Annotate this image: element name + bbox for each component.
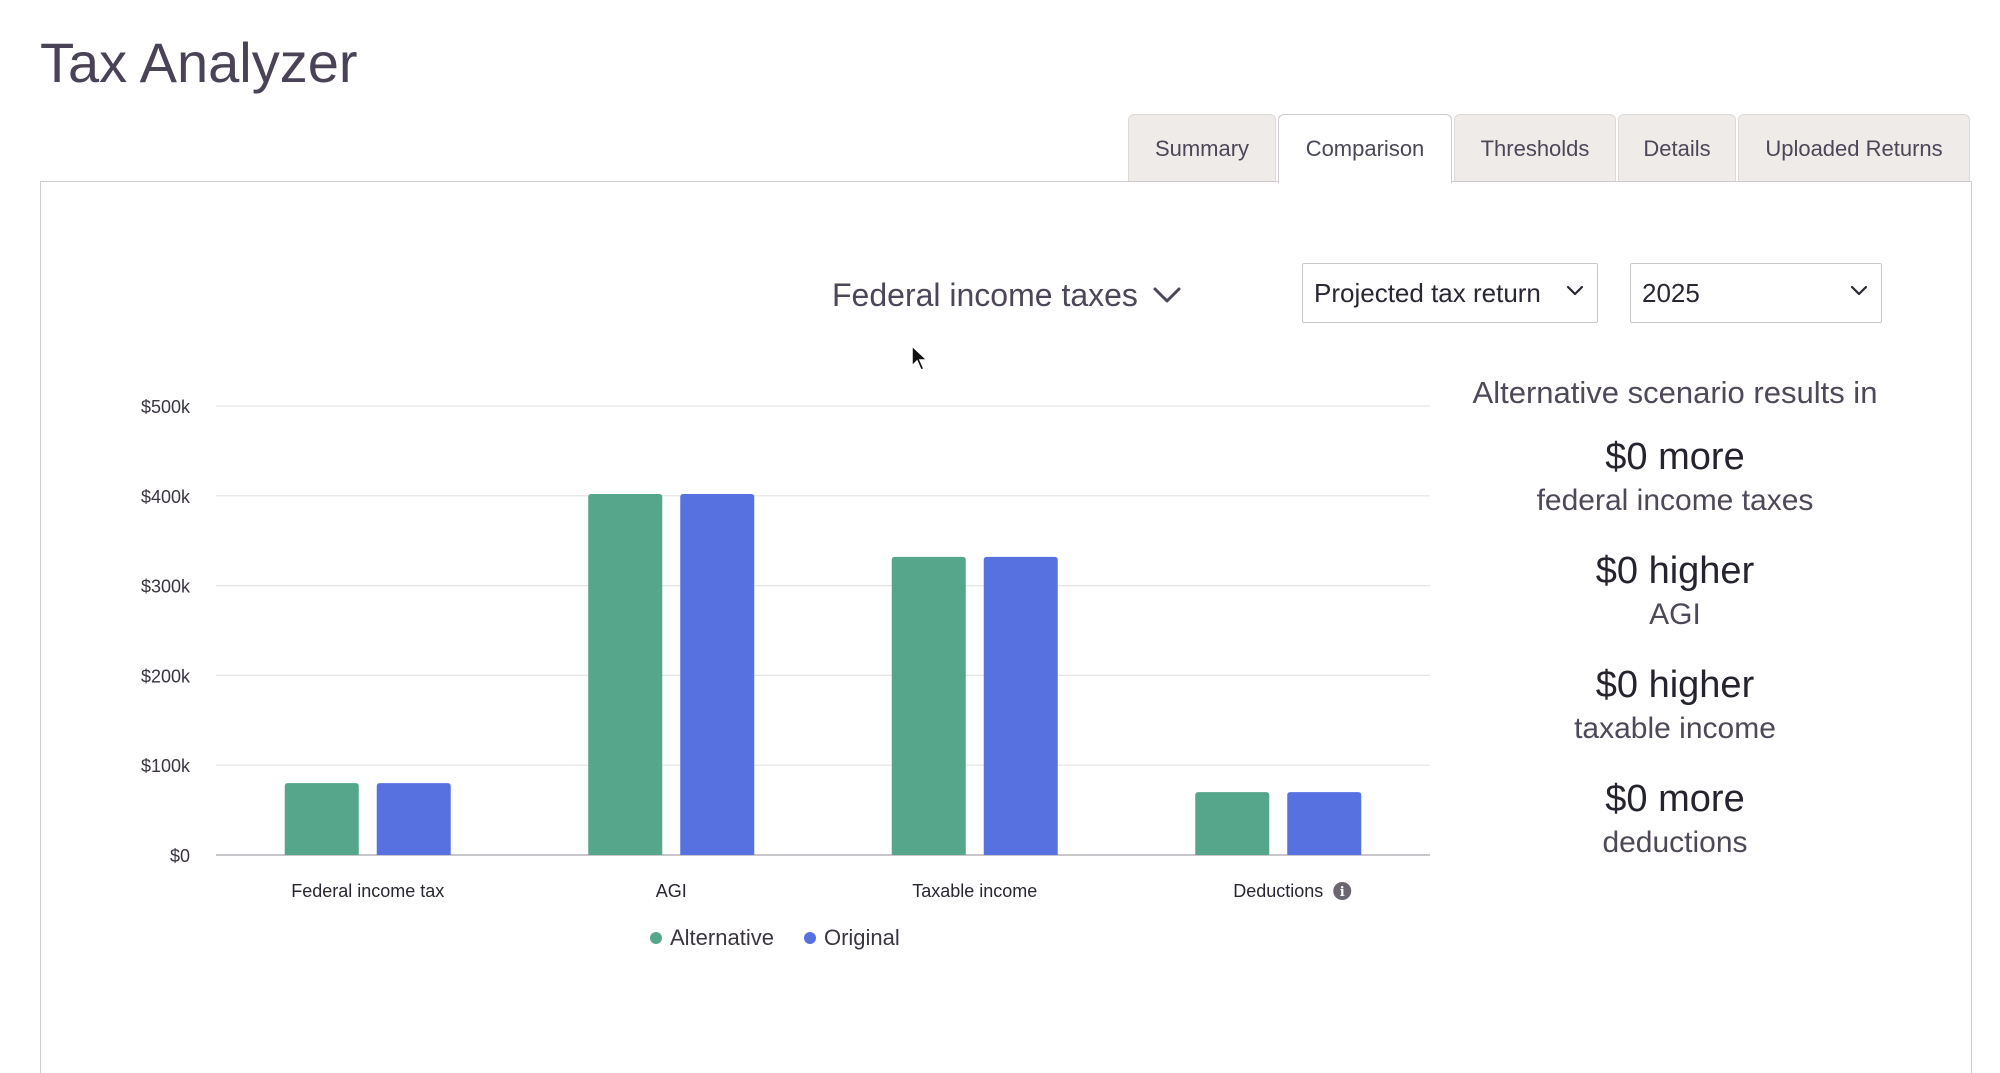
result-value-federal-taxes: $0 more bbox=[1605, 436, 1745, 478]
legend-item-original[interactable]: Original bbox=[803, 925, 900, 951]
legend-label-alternative: Alternative bbox=[670, 925, 774, 950]
bar-original-agi bbox=[680, 494, 755, 855]
y-tick-label: $300k bbox=[141, 577, 191, 597]
bar-alternative-federal-income-tax bbox=[284, 783, 359, 855]
return-type-value: Projected tax return bbox=[1314, 277, 1541, 308]
app-title: Tax Analyzer bbox=[40, 31, 358, 94]
metric-dropdown[interactable]: Federal income taxes bbox=[832, 270, 1182, 320]
legend-item-alternative[interactable]: Alternative bbox=[650, 925, 774, 951]
results-title: Alternative scenario results in bbox=[1472, 375, 1878, 410]
metric-dropdown-label: Federal income taxes bbox=[832, 276, 1138, 313]
result-value-deductions: $0 more bbox=[1605, 778, 1745, 820]
y-tick-label: $100k bbox=[141, 756, 191, 776]
bar-alternative-deductions bbox=[1195, 792, 1270, 855]
chevron-down-icon bbox=[1850, 285, 1868, 296]
tab-thresholds[interactable]: Thresholds bbox=[1454, 114, 1616, 182]
result-label-federal-taxes: federal income taxes bbox=[1536, 484, 1814, 517]
tab-details[interactable]: Details bbox=[1618, 114, 1736, 182]
legend-dot-alternative bbox=[650, 932, 662, 944]
tab-summary[interactable]: Summary bbox=[1128, 114, 1276, 182]
return-type-select[interactable]: Projected tax return bbox=[1302, 263, 1598, 323]
x-tick-label: Federal income tax bbox=[291, 881, 444, 901]
chevron-down-icon bbox=[1153, 287, 1181, 303]
y-tick-label: $400k bbox=[141, 487, 191, 507]
chevron-down-icon bbox=[1566, 285, 1584, 296]
x-tick-label: AGI bbox=[656, 881, 687, 901]
result-label-deductions: deductions bbox=[1602, 826, 1748, 859]
tab-uploaded-returns[interactable]: Uploaded Returns bbox=[1738, 114, 1970, 182]
bar-alternative-agi bbox=[588, 494, 663, 855]
result-label-agi: AGI bbox=[1649, 598, 1701, 631]
result-label-taxable-income: taxable income bbox=[1574, 712, 1776, 745]
result-value-taxable-income: $0 higher bbox=[1595, 664, 1755, 706]
y-tick-label: $500k bbox=[141, 397, 191, 417]
bar-original-federal-income-tax bbox=[376, 783, 451, 855]
info-icon bbox=[1333, 882, 1352, 900]
info-icon-glyph: i bbox=[1340, 885, 1345, 900]
tab-comparison[interactable]: Comparison bbox=[1278, 114, 1452, 184]
y-tick-label: $0 bbox=[170, 846, 190, 866]
bar-alternative-taxable-income bbox=[891, 556, 966, 855]
legend-label-original: Original bbox=[823, 925, 900, 950]
year-value: 2025 bbox=[1642, 277, 1700, 308]
result-value-agi: $0 higher bbox=[1595, 550, 1755, 592]
legend-dot-original bbox=[803, 932, 816, 944]
year-select[interactable]: 2025 bbox=[1630, 263, 1882, 323]
bar-original-deductions bbox=[1287, 792, 1362, 855]
x-tick-label: Taxable income bbox=[912, 881, 1037, 901]
y-tick-label: $200k bbox=[141, 666, 191, 686]
results-summary: Alternative scenario results in $0 more … bbox=[1440, 375, 1910, 889]
bar-original-taxable-income bbox=[983, 556, 1058, 855]
x-tick-label: Deductions bbox=[1233, 881, 1323, 901]
chart-legend: Alternative Original bbox=[650, 925, 900, 951]
comparison-bar-chart: $0 $100k $200k $300k $400k $500k Federal incom… bbox=[141, 397, 1430, 901]
mouse-cursor-icon bbox=[911, 344, 929, 371]
